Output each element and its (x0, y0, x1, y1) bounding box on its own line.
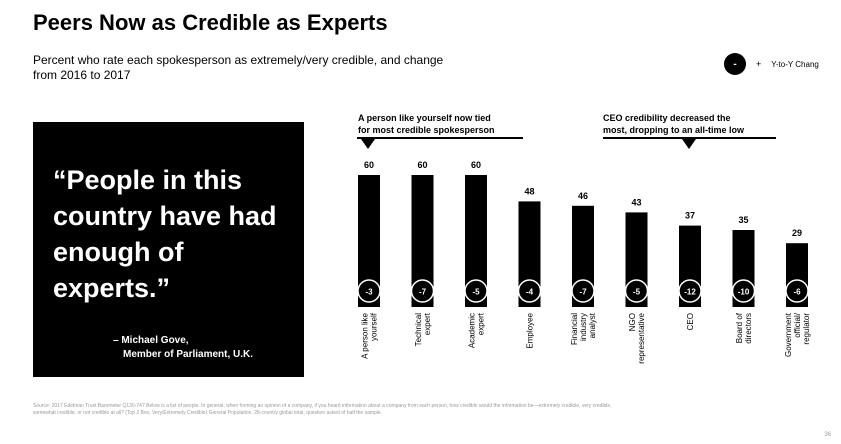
category-label-line: expert (423, 312, 432, 335)
quote-box: “People in this country have had enough … (33, 122, 304, 377)
bar-value-label: 48 (524, 186, 534, 196)
change-badge (624, 279, 649, 303)
bar (518, 201, 541, 307)
source-note: Source: 2017 Edelman Trust Barometer Q13… (33, 403, 612, 416)
category-label: Employee (526, 312, 535, 348)
callout-left: A person like yourself now tied for most… (358, 112, 495, 136)
bar-value-label: 43 (631, 197, 641, 207)
change-badge (678, 279, 702, 303)
bar-value-label: 46 (578, 191, 588, 201)
change-badge (357, 279, 381, 303)
bar (411, 175, 434, 307)
legend-minus-icon: - (724, 53, 746, 75)
change-badge (571, 279, 595, 303)
category-label-line: A person like (361, 312, 370, 358)
bar-value-label: 60 (364, 160, 374, 170)
category-label-line: Technical (414, 313, 423, 347)
change-badge (785, 279, 809, 303)
category-label-line: regulator (802, 313, 811, 345)
category-label-line: Board of (735, 312, 744, 343)
change-label: -5 (633, 288, 641, 297)
callout-right-line2: most, dropping to an all-time low (603, 125, 744, 135)
callout-left-line2: for most credible spokesperson (358, 125, 495, 135)
page-number: 36 (824, 432, 831, 438)
bar-value-label: 37 (685, 211, 695, 221)
page-title: Peers Now as Credible as Experts (33, 10, 388, 35)
change-label: -7 (579, 288, 587, 297)
change-badge (517, 279, 542, 303)
change-label: -4 (526, 288, 534, 297)
callout-right-rule (603, 137, 776, 139)
legend-plus: + (756, 59, 762, 69)
category-label: Technical expert (414, 312, 432, 346)
category-label-line: expert (477, 312, 486, 335)
category-label: NGO representative (628, 312, 646, 363)
category-label: A person like yourself (361, 312, 379, 359)
category-label: Board of directors (735, 312, 753, 343)
category-label: Academic expert (468, 312, 486, 348)
quote-attribution-role: Member of Parliament, U.K. (123, 349, 254, 360)
legend-label: Y-to-Y Chang (771, 59, 819, 69)
category-label: Government official/regulator (784, 312, 811, 357)
bar-value-label: 60 (417, 160, 427, 170)
bar (358, 175, 380, 307)
category-label-line: CEO (686, 313, 695, 330)
change-label: -10 (738, 288, 750, 297)
callout-right-line1: CEO credibility decreased the (603, 113, 731, 123)
callout-left-arrow-icon (361, 139, 375, 149)
callout-right: CEO credibility decreased the most, drop… (603, 112, 744, 136)
quote-text: “People in this country have had enough … (53, 165, 277, 303)
callout-left-line1: A person like yourself now tied (358, 113, 491, 123)
change-label: -5 (472, 288, 480, 297)
callout-right-arrow-icon (682, 139, 696, 149)
legend: - + Y-to-Y Chang (724, 53, 819, 75)
category-label-line: Government (784, 312, 793, 357)
callout-left-rule (357, 137, 523, 139)
category-label-line: yourself (370, 312, 379, 341)
category-label-line: Academic (468, 313, 477, 348)
change-label: -7 (419, 288, 427, 297)
change-label: -6 (793, 288, 801, 297)
category-label-line: Financial (570, 313, 579, 345)
change-badge (731, 279, 756, 303)
quote-attribution-name: – Michael Gove, (113, 335, 189, 346)
quote-attribution: – Michael Gove, Member of Parliament, U.… (113, 334, 253, 362)
category-label-line: representative (637, 312, 646, 363)
category-label-line: Employee (526, 312, 535, 348)
bar-value-label: 35 (738, 215, 748, 225)
change-label: -3 (365, 288, 373, 297)
bar (465, 175, 487, 307)
category-label-line: industry (579, 313, 588, 341)
change-badge (464, 279, 488, 303)
chart-subtitle: Percent who rate each spokesperson as ex… (33, 53, 444, 82)
category-label-line: analyst (588, 312, 597, 338)
change-label: -12 (684, 288, 696, 297)
change-badge (410, 279, 435, 303)
category-label-line: directors (744, 313, 753, 344)
category-label-line: NGO (628, 313, 637, 331)
category-label: Financial industry analyst (570, 312, 597, 345)
category-label: CEO (686, 313, 695, 330)
bar-value-label: 60 (471, 160, 481, 170)
bar-value-label: 29 (792, 228, 802, 238)
category-label-line: official/ (793, 312, 802, 338)
